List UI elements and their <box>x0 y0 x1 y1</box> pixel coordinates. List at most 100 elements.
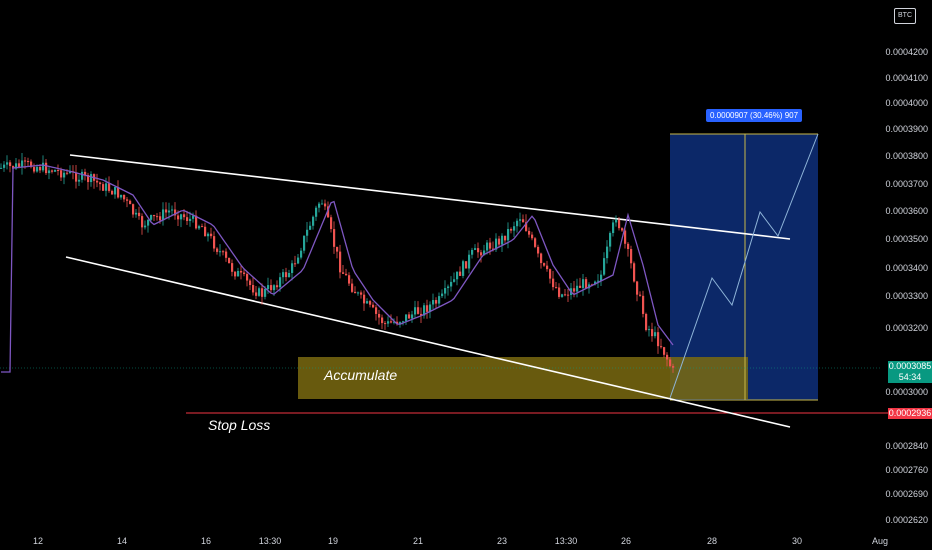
candle-body <box>375 307 378 314</box>
candle-body <box>612 222 615 234</box>
candle-body <box>402 321 405 323</box>
candle-body <box>252 285 255 293</box>
candle-body <box>639 294 642 296</box>
candle-body <box>258 288 261 296</box>
candle-body <box>312 216 315 226</box>
candle-body <box>519 219 522 221</box>
candle-body <box>339 251 342 273</box>
candle-body <box>54 170 57 172</box>
candle-body <box>270 285 273 291</box>
candle-body <box>501 235 504 245</box>
candle-body <box>108 183 111 191</box>
candle-body <box>126 199 129 201</box>
candle-body <box>597 280 600 282</box>
measure-label: 0.0000907 (30.46%) 907 <box>706 109 803 122</box>
channel-lower <box>65 256 791 428</box>
candle-body <box>9 162 12 167</box>
candle-body <box>105 183 108 191</box>
candle-body <box>450 281 453 287</box>
candle-body <box>522 219 525 223</box>
candle-body <box>273 285 276 291</box>
candle-body <box>255 292 258 296</box>
candle-body <box>657 332 660 347</box>
candle-body <box>468 254 471 269</box>
candle-body <box>423 305 426 316</box>
candle-body <box>654 332 657 337</box>
candle-body <box>129 200 132 205</box>
stop-loss-label: Stop Loss <box>208 417 271 433</box>
time-tick-label: 12 <box>32 536 44 546</box>
candle-body <box>15 163 18 169</box>
candle-body <box>516 220 519 227</box>
candle-body <box>471 249 474 255</box>
candle-body <box>63 172 66 178</box>
candle-body <box>171 209 174 211</box>
candle-body <box>351 283 354 292</box>
candle-body <box>618 219 621 229</box>
price-tick-label: 0.0003400 <box>885 263 928 273</box>
candle-body <box>267 285 270 289</box>
candle-body <box>324 203 327 207</box>
candle-body <box>249 280 252 286</box>
candle-body <box>603 258 606 275</box>
candle-body <box>366 301 369 304</box>
candle-body <box>558 287 561 297</box>
candle-body <box>672 366 675 368</box>
candle-body <box>543 263 546 266</box>
candle-body <box>180 214 183 220</box>
candle-body <box>315 207 318 217</box>
candle-body <box>318 203 321 208</box>
candle-body <box>279 277 282 288</box>
candle-body <box>357 292 360 294</box>
candle-body <box>174 209 177 216</box>
candle-body <box>354 291 357 294</box>
candle-body <box>426 305 429 312</box>
price-tick-label: 0.0003300 <box>885 291 928 301</box>
candle-body <box>495 238 498 250</box>
candle-body <box>390 321 393 323</box>
candle-body <box>207 233 210 237</box>
candle-body <box>18 163 21 167</box>
candle-body <box>309 225 312 230</box>
price-tick-label: 0.0003700 <box>885 179 928 189</box>
candle-body <box>294 263 297 265</box>
candle-body <box>627 243 630 250</box>
candle-body <box>609 233 612 247</box>
candle-body <box>549 269 552 279</box>
candle-body <box>594 281 597 285</box>
candle-body <box>660 346 663 348</box>
candle-body <box>243 272 246 275</box>
price-tick-label: 0.0003600 <box>885 206 928 216</box>
candle-body <box>492 248 495 250</box>
candle-body <box>186 217 189 222</box>
candle-body <box>135 212 138 215</box>
candle-body <box>228 257 231 264</box>
time-tick-label: 26 <box>620 536 632 546</box>
current-price-value: 0.0003085 <box>888 361 932 371</box>
candle-body <box>372 304 375 308</box>
candle-body <box>177 215 180 220</box>
time-tick-label: 13:30 <box>554 536 578 546</box>
candle-body <box>261 288 264 297</box>
price-tick-label: 0.0004000 <box>885 98 928 108</box>
candle-body <box>576 285 579 292</box>
candle-body <box>234 271 237 277</box>
candle-body <box>507 229 510 241</box>
candle-body <box>330 217 333 230</box>
candle-body <box>486 242 489 251</box>
candle-body <box>615 219 618 223</box>
candle-body <box>48 170 51 174</box>
candle-body <box>102 184 105 191</box>
candle-body <box>420 313 423 316</box>
candle-body <box>621 228 624 231</box>
candle-body <box>285 272 288 278</box>
candle-body <box>582 279 585 288</box>
candle-body <box>219 251 222 253</box>
candle-body <box>411 314 414 319</box>
candle-body <box>282 272 285 278</box>
candle-body <box>156 216 159 218</box>
countdown-value: 54:34 <box>898 372 922 382</box>
candle-body <box>138 212 141 217</box>
candle-body <box>120 194 123 198</box>
